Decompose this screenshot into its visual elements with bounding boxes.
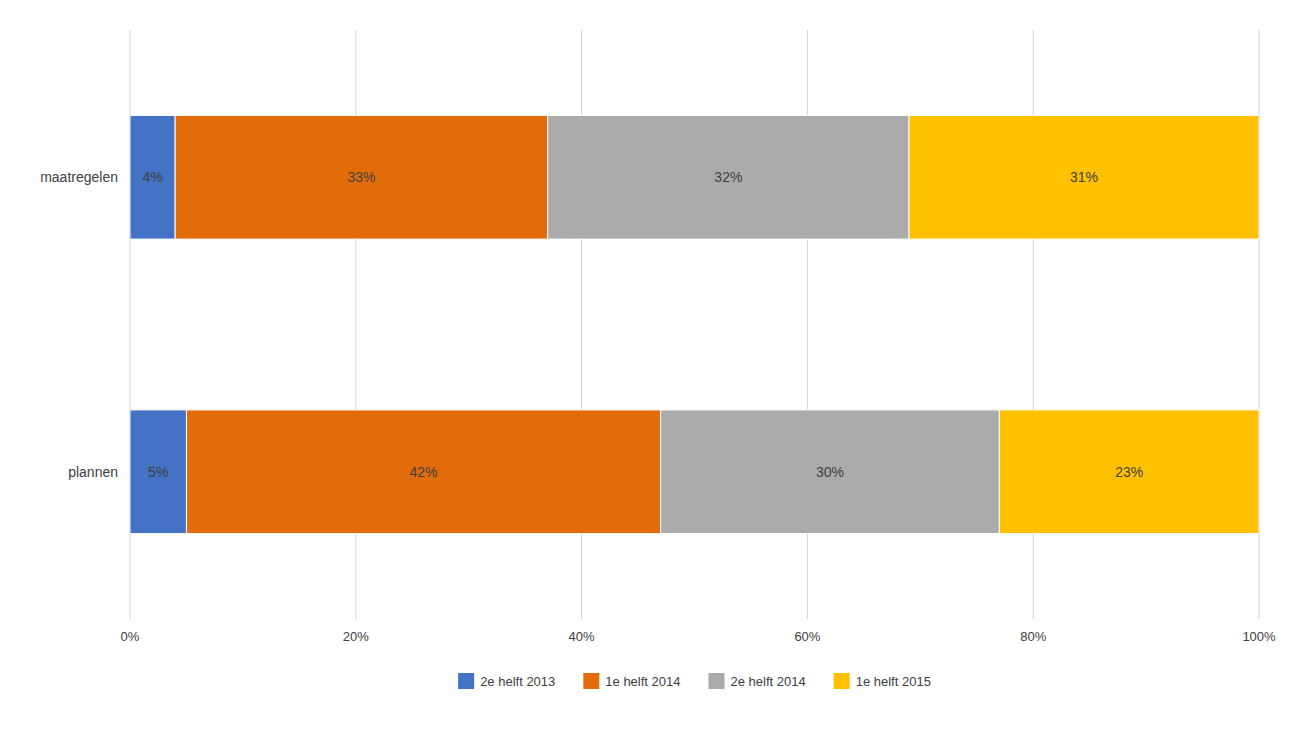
data-label: 23% [1115,464,1143,480]
tick-label: 0% [121,629,140,644]
legend-swatch [458,673,474,689]
category-label: plannen [68,464,118,480]
grid [130,30,1259,619]
data-label: 4% [142,169,162,185]
legend-label: 1e helft 2014 [605,674,680,689]
data-label: 31% [1070,169,1098,185]
legend-item: 2e helft 2013 [458,673,555,689]
legend-label: 1e helft 2015 [856,674,931,689]
tick-label: 80% [1020,629,1046,644]
bar-segment [661,410,1000,534]
data-label: 30% [816,464,844,480]
y-axis: maatregelen plannen [40,169,118,480]
legend-label: 2e helft 2013 [480,674,555,689]
chart-container: 0% 20% 40% 60% 80% 100% maatregelen plannen 4% 5%… [0,0,1299,739]
legend-item: 1e helft 2015 [834,673,931,689]
bar-segment [909,115,1259,239]
tick-label: 40% [569,629,595,644]
data-label: 5% [148,464,168,480]
legend: 2e helft 2013 1e helft 2014 2e helft 2014 1… [458,673,931,689]
bar-segment [130,115,175,239]
chart: 0% 20% 40% 60% 80% 100% maatregelen plannen 4% 5%… [0,0,1299,739]
data-labels: 4% 5% 33% 42% 32% 30% 31% 23% [142,169,1143,480]
bar-segment [186,410,660,534]
legend-swatch [709,673,725,689]
legend-item: 2e helft 2014 [709,673,806,689]
category-label: maatregelen [40,169,118,185]
legend-label: 2e helft 2014 [731,674,806,689]
tick-label: 20% [343,629,369,644]
tick-label: 100% [1242,629,1276,644]
bars [130,115,1259,533]
data-label: 32% [714,169,742,185]
legend-item: 1e helft 2014 [583,673,680,689]
bar-segment [130,410,186,534]
legend-swatch [834,673,850,689]
tick-label: 60% [794,629,820,644]
legend-swatch [583,673,599,689]
bar-segment [999,410,1259,534]
bar-segment [175,115,548,239]
data-label: 42% [410,464,438,480]
x-axis: 0% 20% 40% 60% 80% 100% [121,629,1276,644]
data-label: 33% [347,169,375,185]
bar-segment [548,115,909,239]
